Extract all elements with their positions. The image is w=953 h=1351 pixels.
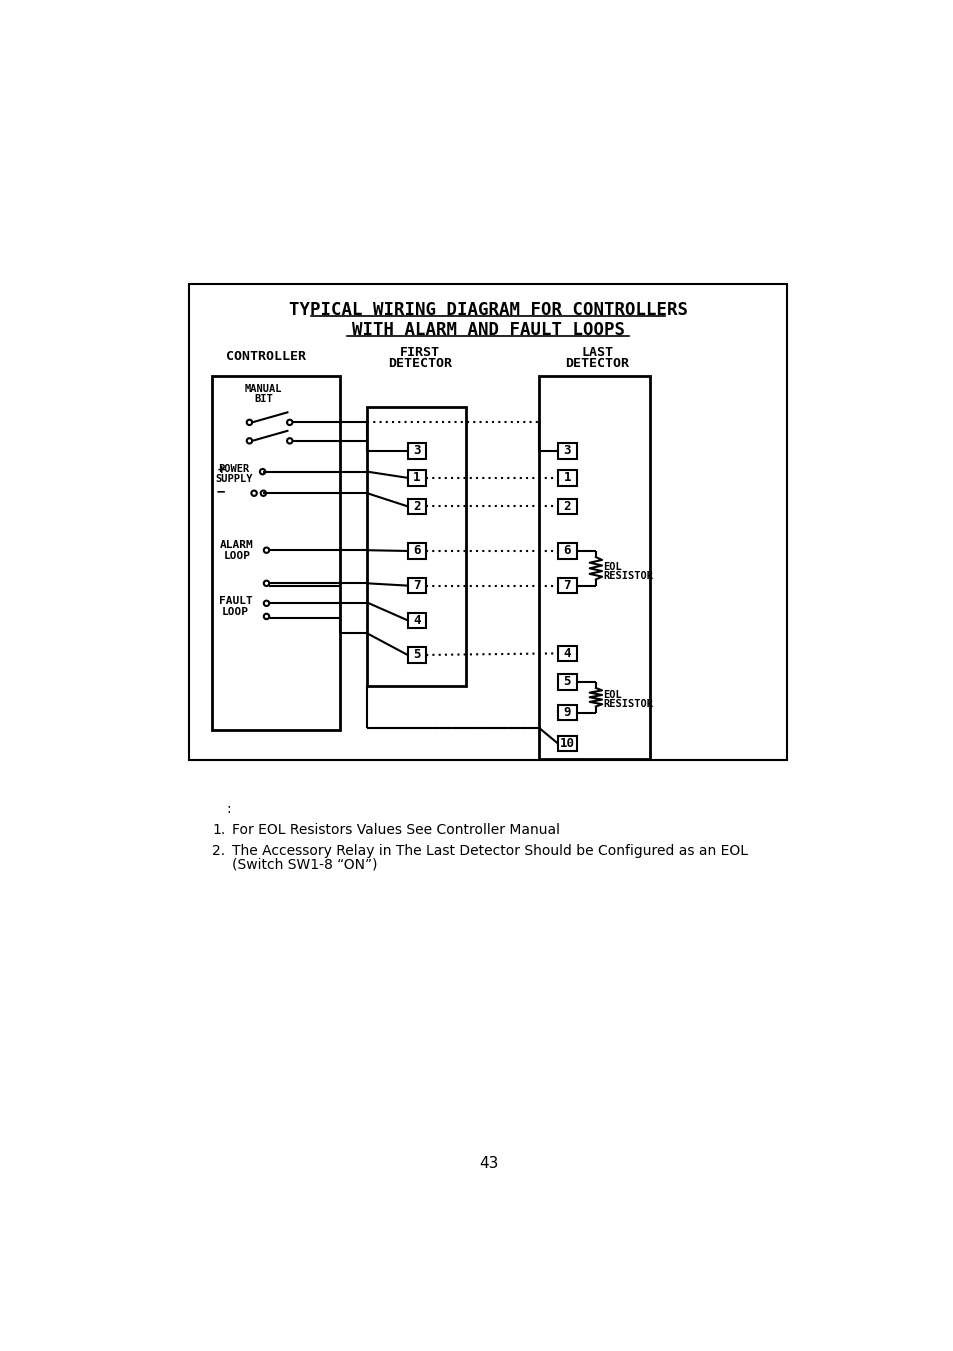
Text: 2: 2 <box>413 500 420 513</box>
Text: LAST: LAST <box>580 346 613 359</box>
Text: EOL: EOL <box>603 690 621 700</box>
Text: 6: 6 <box>413 544 420 558</box>
Text: 5: 5 <box>563 676 570 689</box>
Text: 3: 3 <box>563 444 570 458</box>
Bar <box>189 284 786 759</box>
Text: POWER: POWER <box>218 463 250 474</box>
Text: WITH ALARM AND FAULT LOOPS: WITH ALARM AND FAULT LOOPS <box>352 322 624 339</box>
Text: 2.: 2. <box>212 844 225 858</box>
Bar <box>558 705 576 720</box>
Text: CONTROLLER: CONTROLLER <box>226 350 306 362</box>
Text: 3: 3 <box>413 444 420 458</box>
Bar <box>558 736 576 751</box>
Text: 1: 1 <box>413 471 420 484</box>
Bar <box>212 376 340 730</box>
Bar <box>407 470 426 485</box>
Text: 9: 9 <box>563 707 570 719</box>
Bar <box>558 499 576 513</box>
Text: 43: 43 <box>478 1155 498 1170</box>
Text: MANUAL: MANUAL <box>244 384 282 394</box>
Text: +: + <box>217 463 224 477</box>
Bar <box>407 543 426 559</box>
Text: SUPPLY: SUPPLY <box>215 474 253 485</box>
Bar <box>558 646 576 661</box>
Text: (Switch SW1-8 “ON”): (Switch SW1-8 “ON”) <box>232 858 376 871</box>
Text: RESISTOR: RESISTOR <box>603 700 653 709</box>
Bar <box>558 443 576 458</box>
Bar <box>558 674 576 689</box>
Text: The Accessory Relay in The Last Detector Should be Configured as an EOL: The Accessory Relay in The Last Detector… <box>232 844 747 858</box>
Bar <box>538 376 649 759</box>
Text: 7: 7 <box>413 580 420 592</box>
Bar <box>367 407 465 686</box>
Text: 6: 6 <box>563 544 570 558</box>
Bar <box>407 578 426 593</box>
Text: 2: 2 <box>563 500 570 513</box>
Text: RESISTOR: RESISTOR <box>603 571 653 581</box>
Text: For EOL Resistors Values See Controller Manual: For EOL Resistors Values See Controller … <box>232 824 559 838</box>
Bar <box>407 647 426 662</box>
Text: 7: 7 <box>563 580 570 592</box>
Bar <box>407 443 426 458</box>
Text: 5: 5 <box>413 648 420 662</box>
Text: 1: 1 <box>563 471 570 484</box>
Text: 10: 10 <box>559 736 574 750</box>
Text: LOOP: LOOP <box>222 607 249 617</box>
Bar <box>558 470 576 485</box>
Text: ALARM: ALARM <box>220 540 253 550</box>
Text: TYPICAL WIRING DIAGRAM FOR CONTROLLERS: TYPICAL WIRING DIAGRAM FOR CONTROLLERS <box>289 301 687 319</box>
Text: LOOP: LOOP <box>223 551 251 561</box>
Text: BIT: BIT <box>253 394 273 404</box>
Bar <box>407 612 426 628</box>
Text: :: : <box>226 802 231 816</box>
Text: 1.: 1. <box>212 824 225 838</box>
Text: DETECTOR: DETECTOR <box>565 358 629 370</box>
Text: EOL: EOL <box>603 562 621 571</box>
Text: 4: 4 <box>563 647 570 659</box>
Bar <box>558 578 576 593</box>
Bar <box>558 543 576 559</box>
Text: DETECTOR: DETECTOR <box>388 358 452 370</box>
Text: FIRST: FIRST <box>399 346 439 359</box>
Text: FAULT: FAULT <box>218 596 253 607</box>
Text: 4: 4 <box>413 613 420 627</box>
Text: −: − <box>216 485 224 499</box>
Bar <box>407 499 426 513</box>
